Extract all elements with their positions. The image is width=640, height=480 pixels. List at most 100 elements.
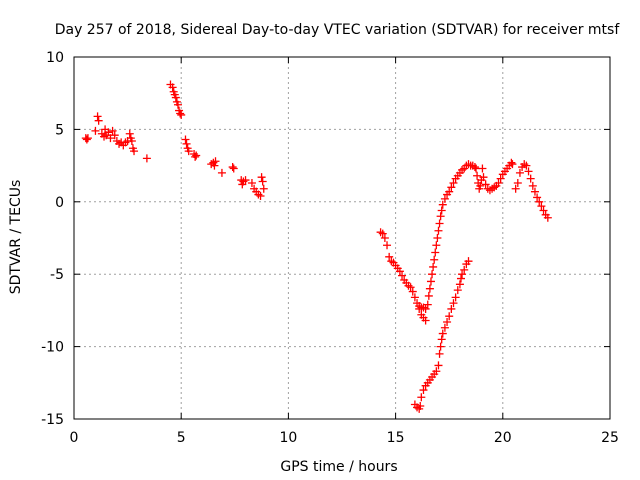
- data-point: [430, 255, 439, 264]
- data-point: [535, 197, 544, 206]
- data-point: [176, 109, 185, 118]
- data-point: [428, 270, 437, 279]
- data-point: [406, 283, 415, 292]
- data-point: [435, 349, 444, 358]
- data-point: [421, 316, 430, 325]
- data-point: [210, 161, 219, 170]
- data-point: [424, 291, 433, 300]
- y-tick-label: 10: [46, 50, 64, 66]
- data-point: [257, 173, 266, 182]
- data-point: [395, 267, 404, 276]
- data-point: [447, 304, 456, 313]
- y-tick-label: 0: [55, 195, 64, 211]
- data-point: [464, 257, 473, 266]
- data-point: [184, 147, 193, 156]
- data-point: [241, 176, 250, 185]
- data-point: [543, 213, 552, 222]
- data-point: [110, 131, 119, 140]
- data-point: [259, 184, 268, 193]
- data-point: [496, 174, 505, 183]
- data-point: [451, 293, 460, 302]
- data-point: [539, 206, 548, 215]
- data-point: [425, 284, 434, 293]
- data-point: [82, 135, 91, 144]
- x-tick-label: 15: [387, 430, 405, 446]
- data-point: [458, 270, 467, 279]
- data-point: [127, 136, 136, 145]
- data-point: [507, 158, 516, 167]
- data-point: [438, 200, 447, 209]
- data-point: [479, 173, 488, 182]
- data-point: [247, 178, 256, 187]
- data-point: [94, 116, 103, 125]
- data-point: [476, 181, 485, 190]
- plot-frame: [73, 56, 611, 420]
- data-point: [455, 280, 464, 289]
- data-point: [104, 128, 113, 137]
- data-point: [383, 241, 392, 250]
- data-point: [125, 129, 134, 138]
- data-point: [177, 110, 186, 119]
- data-point: [217, 168, 226, 177]
- data-point: [256, 192, 265, 201]
- data-point: [431, 248, 440, 257]
- data-point: [440, 323, 449, 332]
- x-tick-label: 5: [177, 430, 186, 446]
- data-point: [191, 152, 200, 161]
- data-point: [437, 206, 446, 215]
- data-points: [81, 80, 552, 413]
- x-tick-label: 10: [279, 430, 297, 446]
- data-point: [432, 241, 441, 250]
- data-point: [417, 393, 426, 402]
- data-point: [429, 262, 438, 271]
- data-point: [419, 386, 428, 395]
- data-point: [434, 226, 443, 235]
- data-point: [478, 164, 487, 173]
- data-point: [181, 135, 190, 144]
- data-point: [449, 299, 458, 308]
- x-tick-label: 25: [601, 430, 619, 446]
- data-point: [433, 234, 442, 242]
- x-tick-label: 0: [70, 430, 79, 446]
- data-point: [408, 287, 417, 296]
- data-point: [528, 181, 537, 190]
- data-point: [526, 174, 535, 183]
- data-point: [228, 163, 237, 172]
- y-axis-label: SDTVAR / TECUs: [8, 180, 24, 295]
- data-point: [106, 134, 115, 143]
- data-point: [533, 193, 542, 202]
- data-point: [83, 134, 92, 143]
- data-point: [481, 180, 490, 189]
- data-point: [473, 171, 482, 180]
- data-point: [108, 126, 117, 135]
- data-point: [93, 112, 102, 121]
- data-point: [445, 187, 454, 196]
- data-point: [168, 83, 177, 92]
- data-point: [537, 202, 546, 211]
- data-point: [410, 293, 419, 302]
- data-point: [436, 212, 445, 221]
- grid-layer: [74, 57, 610, 419]
- y-tick-label: -15: [41, 412, 64, 428]
- data-point: [524, 167, 533, 176]
- data-point: [385, 252, 394, 261]
- data-point: [443, 317, 452, 326]
- data-point: [530, 187, 539, 196]
- data-point: [511, 184, 520, 193]
- data-point: [508, 160, 517, 169]
- data-point: [171, 93, 180, 102]
- data-point: [437, 335, 446, 344]
- tick-layer: 0 5 10 15 20 25 -15 -10 -5 0 5 10: [41, 50, 619, 446]
- data-point: [91, 126, 100, 135]
- data-point: [438, 329, 447, 338]
- data-point: [434, 361, 443, 370]
- data-point: [460, 265, 469, 274]
- data-point: [130, 147, 139, 156]
- data-point: [426, 277, 435, 286]
- data-point: [423, 300, 432, 309]
- data-point: [494, 178, 503, 187]
- data-point: [453, 286, 462, 295]
- data-point: [447, 183, 456, 192]
